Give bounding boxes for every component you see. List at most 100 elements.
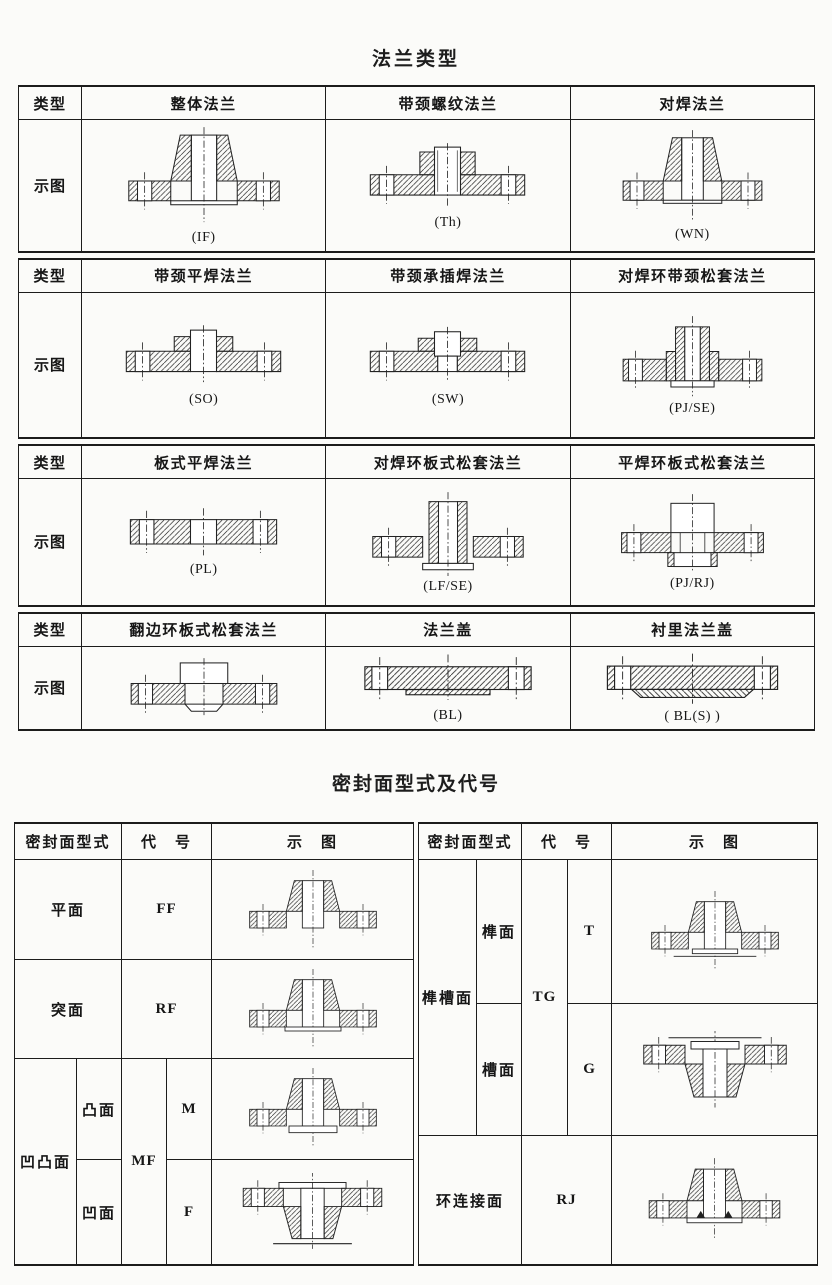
flange-band-3-header: 类型 板式平焊法兰 对焊环板式松套法兰 平焊环板式松套法兰	[18, 445, 816, 479]
flange-name-cell: 衬里法兰盖	[569, 612, 816, 647]
face-group-code-cell: MF	[121, 1058, 168, 1266]
face-type-cell: 突面	[13, 959, 123, 1059]
row-flat-face: 平面 FF	[13, 859, 414, 960]
face-code-cell: T	[567, 859, 613, 1005]
diagram-cell	[80, 646, 327, 730]
flange-name-cell: 法兰盖	[325, 612, 571, 647]
face-type-cell: 凸面	[75, 1058, 123, 1160]
row-tongue-face: 榫槽面 榫面 TG T	[418, 859, 818, 1137]
diagram-raised-face	[213, 965, 412, 1053]
flange-band-4: 类型 翻边环板式松套法兰 法兰盖 衬里法兰盖 示图 (BL) ( BL(S) )	[18, 611, 816, 731]
flange-band-3: 类型 板式平焊法兰 对焊环板式松套法兰 平焊环板式松套法兰 示图 (PL) (L…	[18, 444, 816, 607]
diagram-cell	[611, 1003, 818, 1137]
face-type-cell: 槽面	[475, 1003, 523, 1137]
flange-diagram-plate	[83, 505, 324, 559]
flange-band-4-body: 示图 (BL) ( BL(S) )	[18, 646, 816, 730]
diagram-cell	[211, 959, 414, 1059]
diagram-cell: (SW)	[325, 292, 571, 438]
flange-code-label: ( BL(S) )	[664, 709, 721, 725]
row-female-face: 凹面 F	[15, 1159, 414, 1266]
face-code-cell: RF	[121, 959, 213, 1059]
flange-name-cell: 对焊环带颈松套法兰	[569, 258, 816, 293]
sealing-table-left: 密封面型式 代 号 示 图 平面 FF 突面 RF 凹凸面 凸面	[13, 822, 414, 1266]
flange-code-label: (BL)	[433, 708, 463, 724]
diagram-cell	[211, 859, 414, 960]
diagram-label-cell: 示图	[18, 119, 82, 252]
face-type-cell: 平面	[13, 859, 123, 960]
sealing-header-row: 密封面型式 代 号 示 图	[13, 822, 414, 860]
code-header: 代 号	[121, 822, 213, 860]
flange-name-cell: 带颈螺纹法兰	[325, 86, 571, 120]
face-code-cell: M	[166, 1058, 213, 1160]
flange-code-label: (PJ/SE)	[669, 400, 716, 416]
row-raised-face: 突面 RF	[13, 959, 414, 1059]
flange-diagram-blind	[327, 651, 568, 705]
type-label-cell: 类型	[18, 86, 82, 120]
flange-name-cell: 对焊环板式松套法兰	[325, 445, 571, 479]
face-group-cell: 凹凸面	[14, 1058, 77, 1266]
flange-diagram-slip-on	[83, 322, 324, 389]
flange-types-title: 法兰类型	[371, 49, 460, 70]
row-ring-joint-face: 环连接面 RJ	[417, 1135, 818, 1266]
diagram-cell: (PL)	[80, 478, 327, 606]
sealing-face-tables: 密封面型式 代 号 示 图 平面 FF 突面 RF 凹凸面 凸面	[13, 822, 818, 1266]
flange-code-label: (PL)	[189, 562, 218, 578]
flange-name-cell: 对焊法兰	[569, 86, 816, 120]
flange-diagram-weld-neck	[572, 127, 813, 224]
diagram-cell: (BL)	[325, 646, 571, 730]
face-type-cell: 凹面	[75, 1159, 123, 1266]
diagram-cell: (Th)	[325, 119, 571, 252]
flange-code-label: (WN)	[675, 227, 710, 243]
flange-band-4-header: 类型 翻边环板式松套法兰 法兰盖 衬里法兰盖	[18, 612, 816, 647]
face-type-cell: 环连接面	[417, 1135, 523, 1266]
flange-code-label: (IF)	[191, 230, 216, 246]
diagram-cell	[611, 859, 818, 1005]
diagram-cell	[211, 1159, 414, 1266]
diagram-male-face	[213, 1064, 412, 1153]
flange-band-3-body: 示图 (PL) (LF/SE) (PJ/RJ)	[18, 478, 816, 606]
sealing-faces-title: 密封面型式及代号	[331, 774, 500, 795]
diagram-cell: (PJ/SE)	[569, 292, 816, 438]
face-group-code-cell: TG	[521, 859, 569, 1137]
diagram-cell: (LF/SE)	[325, 478, 571, 606]
flange-types-table: 类型 整体法兰 带颈螺纹法兰 对焊法兰 示图 (IF) (Th) (WN)	[18, 85, 816, 731]
diagram-ring-joint-face	[613, 1154, 816, 1246]
face-type-header: 密封面型式	[417, 822, 523, 861]
face-type-header: 密封面型式	[13, 822, 123, 860]
diagram-flat-face	[213, 866, 412, 954]
diagram-cell: (SO)	[80, 292, 327, 438]
sealing-header-row: 密封面型式 代 号 示 图	[417, 822, 818, 861]
code-header: 代 号	[521, 822, 613, 861]
diagram-cell	[611, 1135, 818, 1266]
sealing-table-right: 密封面型式 代 号 示 图 榫槽面 榫面 TG T 槽面 G	[417, 822, 818, 1266]
flange-band-1-body: 示图 (IF) (Th) (WN)	[18, 119, 816, 252]
face-code-cell: FF	[121, 859, 213, 960]
diagram-label-cell: 示图	[18, 478, 82, 606]
face-type-cell: 榫面	[475, 859, 523, 1005]
type-label-cell: 类型	[18, 445, 82, 479]
diagram-label-cell: 示图	[18, 292, 82, 438]
flange-diagram-lapped-welded	[572, 491, 813, 574]
type-label-cell: 类型	[18, 612, 82, 647]
face-group-cell: 榫槽面	[418, 859, 477, 1137]
diagram-cell: (WN)	[569, 119, 816, 252]
diagram-female-face	[213, 1173, 412, 1250]
flange-diagram-integral	[83, 124, 324, 227]
diagram-header: 示 图	[611, 822, 818, 861]
flange-code-label: (SW)	[431, 391, 465, 407]
diagram-header: 示 图	[211, 822, 414, 860]
flange-diagram-lapped-plate	[327, 489, 568, 576]
row-male-face: 凹凸面 凸面 MF M	[14, 1058, 414, 1266]
flange-diagram-socket-weld	[327, 322, 568, 389]
diagram-groove-face	[613, 1031, 816, 1108]
face-code-cell: F	[166, 1159, 213, 1266]
flange-code-label: (Th)	[434, 215, 462, 231]
flange-name-cell: 翻边环板式松套法兰	[80, 612, 327, 647]
flange-name-cell: 板式平焊法兰	[80, 445, 327, 479]
flange-band-2-body: 示图 (SO) (SW) (PJ/SE)	[18, 292, 816, 438]
flange-name-cell: 平焊环板式松套法兰	[569, 445, 816, 479]
flange-diagram-flared	[83, 655, 324, 718]
row-groove-face: 槽面 G	[419, 1003, 818, 1137]
flange-band-1-header: 类型 整体法兰 带颈螺纹法兰 对焊法兰	[18, 86, 816, 120]
